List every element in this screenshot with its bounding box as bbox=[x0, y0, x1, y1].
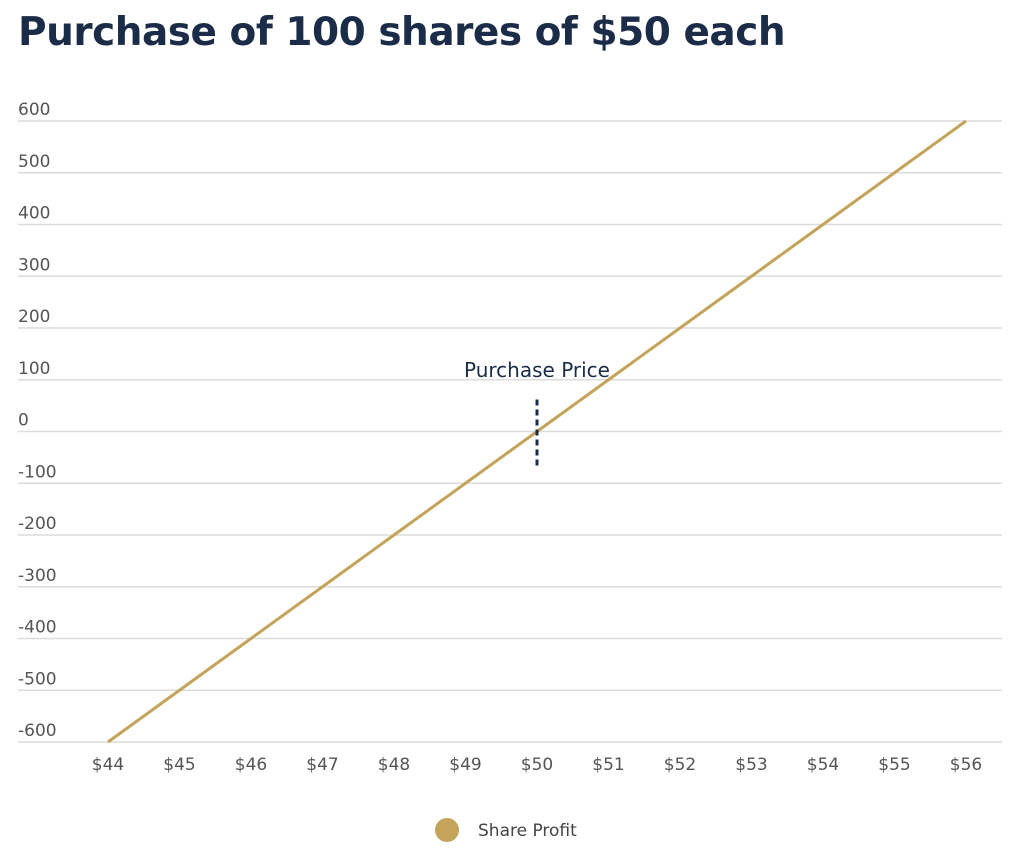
legend-swatch bbox=[435, 818, 459, 842]
x-tick-label: $56 bbox=[950, 755, 982, 775]
chart-title: Purchase of 100 shares of $50 each bbox=[18, 10, 786, 55]
x-tick-label: $44 bbox=[92, 755, 124, 775]
y-tick-label: 400 bbox=[18, 204, 50, 224]
y-tick-label: -300 bbox=[18, 566, 57, 586]
legend-label: Share Profit bbox=[478, 821, 577, 841]
x-tick-label: $55 bbox=[878, 755, 910, 775]
purchase-price-label: Purchase Price bbox=[464, 358, 610, 382]
x-tick-label: $45 bbox=[163, 755, 195, 775]
x-tick-label: $54 bbox=[807, 755, 839, 775]
x-tick-label: $49 bbox=[449, 755, 481, 775]
x-tick-label: $50 bbox=[521, 755, 553, 775]
x-tick-label: $51 bbox=[592, 755, 624, 775]
x-tick-label: $46 bbox=[235, 755, 267, 775]
y-tick-label: 500 bbox=[18, 152, 50, 172]
y-tick-label: -400 bbox=[18, 618, 57, 638]
x-tick-label: $53 bbox=[735, 755, 767, 775]
x-tick-label: $52 bbox=[664, 755, 696, 775]
y-tick-label: 300 bbox=[18, 255, 50, 275]
y-tick-label: 0 bbox=[18, 411, 29, 431]
y-tick-label: -500 bbox=[18, 669, 57, 689]
y-tick-label: -600 bbox=[18, 721, 57, 741]
y-tick-label: 100 bbox=[18, 359, 50, 379]
y-tick-label: 600 bbox=[18, 100, 50, 120]
x-tick-label: $48 bbox=[378, 755, 410, 775]
x-tick-label: $47 bbox=[306, 755, 338, 775]
y-tick-label: 200 bbox=[18, 307, 50, 327]
y-tick-label: -200 bbox=[18, 514, 57, 534]
y-tick-label: -100 bbox=[18, 462, 57, 482]
